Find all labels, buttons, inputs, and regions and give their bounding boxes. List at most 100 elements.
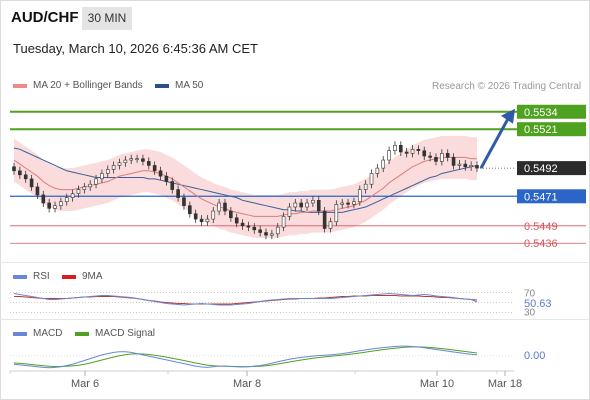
forecast-arrow-head [501,108,515,124]
last-price-label: 0.5492 [524,163,558,175]
candle-body [223,202,227,212]
time-axis-label: Mar 10 [420,378,454,390]
candle-body [287,206,292,217]
time-axis: Mar 6 Mar 8 Mar 10 Mar 18 [9,370,522,390]
level-tag-0.5471 [517,189,586,204]
candle-body [416,149,421,151]
macd-legend-label: MACD [33,328,63,339]
level-label-0.5534: 0.5534 [524,107,558,119]
rsi-legend-swatch [13,275,27,279]
candle-body [229,210,233,219]
level-label-0.5449: 0.5449 [524,221,558,233]
rsi-level-70: 70 [524,289,536,300]
time-axis-label: Mar 18 [488,378,522,390]
candle-body [457,163,462,166]
candle-body [70,193,75,198]
candle-body [322,210,327,229]
bollinger-band [14,135,477,238]
candle-body [182,197,186,206]
candle-body [375,167,380,174]
candle-body [328,221,333,229]
level-label-0.5471: 0.5471 [524,191,558,203]
panel-separator-rsi [0,262,590,263]
candle-body [88,183,92,188]
candle-body [363,183,368,190]
candle-body [264,232,268,236]
candle-body [100,173,104,180]
candle-body [352,201,356,205]
level-label-0.5436: 0.5436 [524,238,558,250]
candle-body [76,189,81,194]
candle-body [475,165,479,169]
candle-body [23,174,28,180]
candle-body [357,189,362,202]
candle-body [316,200,321,212]
macd-line [13,345,478,369]
candle-body [346,202,350,205]
rsi-level-30: 30 [524,308,536,319]
candle-body [170,181,175,190]
time-axis-label: Mar 8 [233,378,261,390]
candle-body [105,169,110,174]
candle-body [59,201,63,206]
candle-body [135,158,139,161]
candle-body [158,170,163,177]
candle-body [35,186,40,196]
candle-body [141,158,145,162]
rsi-value-label: 50.63 [524,298,552,310]
candle-body [188,205,192,215]
candle-body [217,202,221,212]
last-price-tag [517,161,586,176]
macd-signal-legend-swatch [75,332,89,336]
candle-body [199,218,204,223]
rsi-legend-label: RSI [33,271,50,282]
candle-body [240,222,245,227]
candle-body [176,189,180,198]
candle-body [381,159,386,169]
candle-body [64,197,69,202]
candle-body [369,173,374,185]
candle-body [428,155,432,158]
candle-body [270,233,274,236]
macd-legend-swatch [13,332,27,336]
candle-body [94,178,98,185]
candle-body [129,158,134,161]
datetime-label: Tuesday, March 10, 2026 6:45:36 AM CET [13,41,258,56]
candle-body [164,175,169,182]
ma50-line [13,147,478,213]
rsi-line [13,292,478,306]
timeframe-badge[interactable]: 30 MIN [82,7,132,30]
candle-body [234,217,239,224]
macd-signal-legend-label: MACD Signal [95,328,156,339]
candle-body [53,205,57,209]
candle-body [293,202,298,208]
candle-body [410,149,415,154]
candle-body [258,229,262,233]
ma20-legend-swatch [13,84,27,88]
candle-body [451,157,456,166]
candle-body [404,151,409,154]
candle-body [463,163,468,168]
ma20-legend-label: MA 20 + Bollinger Bands [33,80,143,91]
candle-body [205,218,210,223]
instrument-title: AUD/CHF [11,9,79,26]
candle-body [434,157,438,162]
candle-body [445,153,450,158]
ma50-legend-label: MA 50 [175,80,204,91]
macd-signal-line [13,346,478,368]
candle-body [281,216,286,228]
candle-body [299,202,303,208]
candle-body [311,200,315,204]
candle-body [146,161,151,166]
candle-body [47,202,51,209]
candle-body [305,202,309,208]
time-axis-label: Mar 6 [71,378,99,390]
candle-body [29,178,34,188]
candle-body [393,145,397,151]
candle-body [399,145,403,153]
candle-body [246,225,251,228]
macd-value-label: 0.00 [524,350,545,362]
level-tag-0.5534 [517,104,586,119]
candle-body [340,202,345,205]
